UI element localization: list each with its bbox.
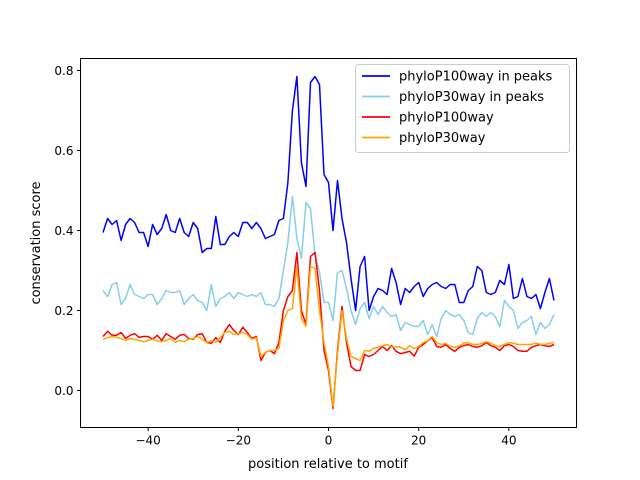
x-tick-label: 0 xyxy=(325,434,333,448)
series-line-1 xyxy=(102,195,555,338)
y-axis-ticks: 0.0 0.2 0.4 0.6 0.8 xyxy=(54,64,81,398)
y-tick-label: 0.2 xyxy=(54,304,73,318)
y-tick-label: 0.6 xyxy=(54,144,73,158)
x-axis-label: position relative to motif xyxy=(248,457,408,472)
legend-entry-label: phyloP30way xyxy=(399,131,486,146)
series-line-0 xyxy=(102,75,555,312)
series-lines xyxy=(102,75,555,410)
legend-entry-label: phyloP30way in peaks xyxy=(399,90,544,105)
y-tick-label: 0.8 xyxy=(54,64,73,78)
legend-box xyxy=(355,64,570,153)
legend: phyloP100way in peaks phyloP30way in peak… xyxy=(355,64,570,153)
y-tick-label: 0.0 xyxy=(54,384,73,398)
x-tick-label: −40 xyxy=(135,434,160,448)
legend-entry-label: phyloP100way xyxy=(399,111,494,126)
x-tick-label: −20 xyxy=(226,434,251,448)
x-tick-label: 40 xyxy=(501,434,516,448)
series-line-2 xyxy=(102,251,555,410)
x-tick-label: 20 xyxy=(411,434,426,448)
x-axis-ticks: −40 −20 0 20 40 xyxy=(135,427,517,448)
legend-entry-label: phyloP100way in peaks xyxy=(399,70,553,85)
series-line-3 xyxy=(102,265,555,408)
y-axis-label: conservation score xyxy=(29,181,44,304)
y-tick-label: 0.4 xyxy=(54,224,73,238)
